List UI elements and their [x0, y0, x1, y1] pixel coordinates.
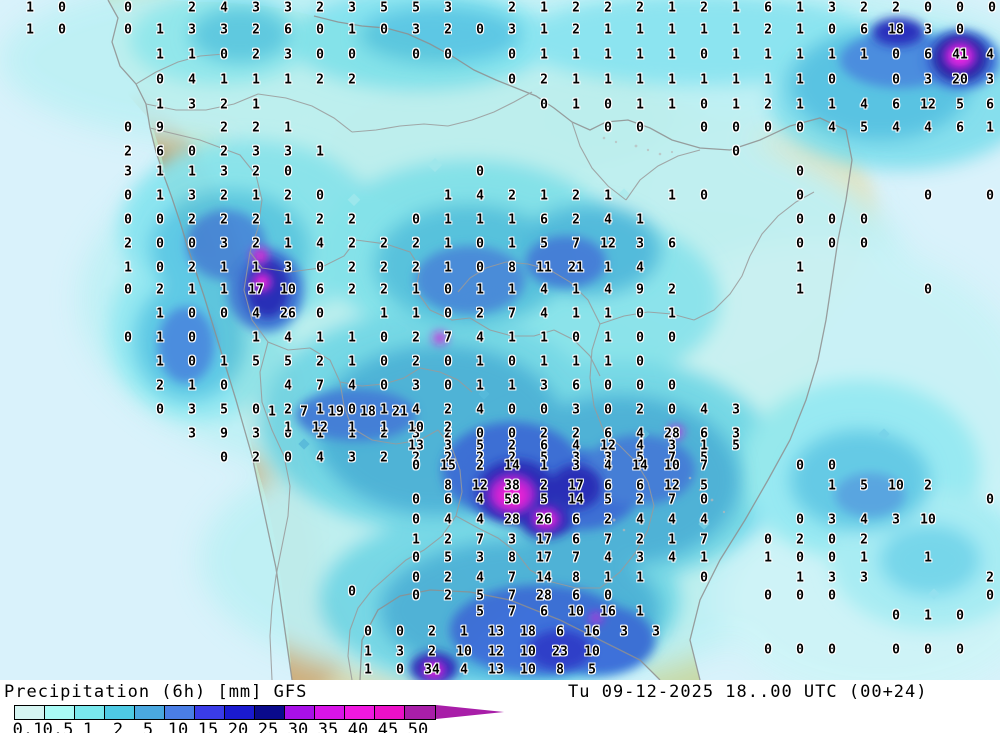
colorbar-tick-label: 0.1	[12, 720, 44, 733]
colorbar-tick-label: 0.5	[42, 720, 74, 733]
colorbar-container[interactable]: 0.1 0.5 1 2 5 10 15 20 25 30 35 40 45 50	[12, 705, 554, 733]
colorbar-swatch[interactable]	[135, 706, 165, 719]
valid-time-label: Tu 09-12-2025 18..00 UTC (00+24)	[568, 682, 928, 702]
precipitation-field	[0, 0, 1000, 680]
colorbar-tick-label: 20	[227, 720, 249, 733]
colorbar-swatch[interactable]	[375, 706, 405, 719]
colorbar-tick-label: 30	[287, 720, 309, 733]
colorbar-tick-label: 15	[197, 720, 219, 733]
coast-detail	[602, 136, 726, 532]
precipitation-colorbar[interactable]	[14, 705, 436, 720]
colorbar-tick-label: 10	[167, 720, 189, 733]
colorbar-swatch[interactable]	[165, 706, 195, 719]
colorbar-swatch[interactable]	[105, 706, 135, 719]
colorbar-swatch[interactable]	[45, 706, 75, 719]
colorbar-tick-label: 5	[142, 720, 154, 733]
product-title: Precipitation (6h) [mm] GFS	[4, 682, 308, 702]
colorbar-overflow-arrow	[436, 705, 504, 719]
colorbar-tick-label: 1	[82, 720, 94, 733]
colorbar-swatch[interactable]	[15, 706, 45, 719]
colorbar-tick-label: 40	[347, 720, 369, 733]
map-canvas	[0, 0, 1000, 680]
colorbar-swatch[interactable]	[285, 706, 315, 719]
colorbar-swatch[interactable]	[405, 706, 435, 719]
colorbar-tick-label: 45	[377, 720, 399, 733]
colorbar-swatch[interactable]	[225, 706, 255, 719]
colorbar-tick-label: 2	[112, 720, 124, 733]
colorbar-tick-label: 35	[317, 720, 339, 733]
legend-bar: Precipitation (6h) [mm] GFS Tu 09-12-202…	[0, 680, 1000, 733]
colorbar-swatch[interactable]	[255, 706, 285, 719]
colorbar-swatch[interactable]	[75, 706, 105, 719]
political-borders	[107, 0, 853, 680]
colorbar-swatch[interactable]	[195, 706, 225, 719]
colorbar-swatch[interactable]	[345, 706, 375, 719]
colorbar-swatch[interactable]	[315, 706, 345, 719]
colorbar-tick-label: 25	[257, 720, 279, 733]
colorbar-tick-label: 50	[407, 720, 429, 733]
